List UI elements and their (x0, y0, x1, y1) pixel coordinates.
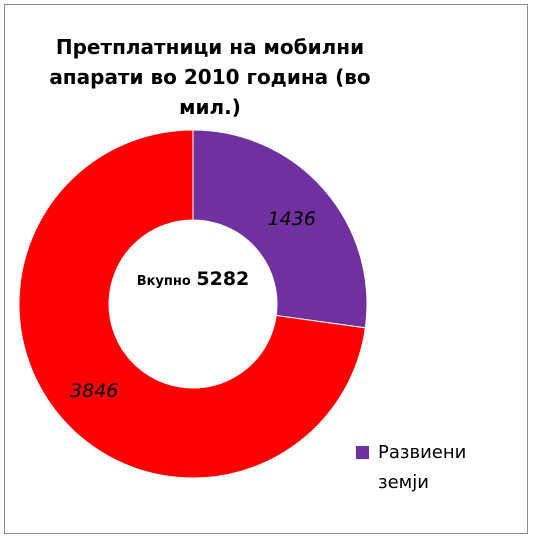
total-label: Вкупно 5282 (112, 268, 274, 290)
donut-slice-0 (192, 129, 368, 329)
legend-swatch (356, 446, 369, 459)
legend-entry: Развиени земји (378, 442, 467, 493)
slice-label-1: 3846 (70, 380, 118, 402)
total-value: 5282 (196, 268, 250, 290)
chart-title: Претплатници на мобилни апарати во 2010 … (49, 35, 371, 119)
total-prefix: Вкупно (136, 274, 191, 289)
donut-slice-1 (18, 129, 366, 479)
slice-label-0: 1436 (268, 208, 316, 230)
